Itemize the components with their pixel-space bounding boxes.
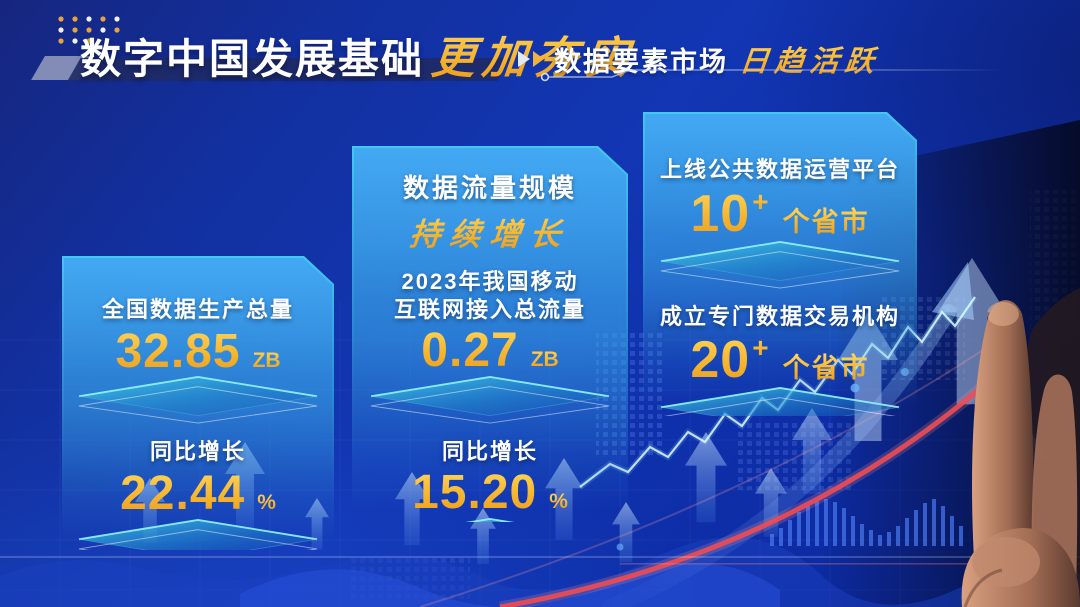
card-title: 数据流量规模 — [402, 173, 577, 203]
card-data-market: 上线公共数据运营平台 10+个省市 成立专门数据交易机构 20+个省市 — [643, 112, 917, 418]
stat-number: 22.44 — [120, 466, 246, 520]
stat-value: 15.20% — [354, 469, 626, 518]
chevron-right-icon — [533, 51, 544, 67]
stat-value: 20+ 个省市 — [645, 334, 915, 387]
platform-decoration — [367, 374, 613, 426]
card-data-production: 全国数据生产总量 32.85 ZB 同比增长 22.44% — [62, 256, 334, 552]
stat-unit: ZB — [530, 348, 559, 371]
stat-public-data-platforms: 上线公共数据运营平台 10+ 个省市 — [645, 156, 915, 291]
stat-number: 15.20 — [412, 466, 538, 520]
plus-sign: + — [752, 185, 769, 217]
stat-output-growth: 同比增长 22.44% — [64, 438, 332, 568]
stat-label: 上线公共数据运营平台 — [659, 157, 900, 182]
stat-number: 32.85 — [115, 324, 241, 378]
stat-unit: % — [257, 490, 276, 514]
stat-national-data-output: 全国数据生产总量 32.85 ZB — [64, 296, 332, 426]
stat-label-line1: 2023年我国移动 — [401, 269, 579, 294]
stat-unit: 个省市 — [782, 353, 870, 384]
stat-label-line2: 互联网接入总流量 — [393, 296, 586, 322]
stat-label: 同比增长 — [441, 438, 538, 464]
light-streak — [0, 556, 1080, 558]
chevron-right-icon — [518, 51, 530, 67]
stat-number: 10 — [690, 184, 751, 243]
header-underline — [540, 69, 1004, 82]
subtitle-row: 数据要素市场 日趋活跃 — [518, 38, 881, 80]
stat-value: 32.85 ZB — [64, 328, 332, 377]
stat-label: 全国数据生产总量 — [101, 297, 294, 322]
waveform-bars — [770, 499, 963, 546]
stat-label: 同比增长 — [149, 439, 246, 465]
red-streak — [620, 563, 1080, 565]
hand-pointer-image — [961, 288, 1080, 607]
stat-number: 0.27 — [421, 324, 519, 377]
platform-decoration — [75, 374, 321, 426]
stat-value: 10+个省市 — [645, 188, 915, 241]
page-title: 数字中国发展基础 — [80, 36, 424, 82]
red-trend-arrow — [419, 331, 1016, 607]
stat-mobile-internet-traffic: 2023年我国移动 互联网接入总流量 0.27 ZB — [354, 268, 626, 426]
stat-data-exchange-institutions: 成立专门数据交易机构 20+ 个省市 — [645, 303, 915, 438]
card-title-accent: 持续增长 — [408, 209, 573, 254]
stat-unit: 个省市 — [782, 206, 870, 237]
stat-number: 20 — [690, 331, 751, 390]
platform-decoration — [657, 239, 903, 291]
dots-grid-icon — [58, 16, 120, 44]
stat-unit: % — [549, 490, 568, 514]
stat-unit: ZB — [252, 348, 281, 372]
page-subtitle: 数据要素市场 — [554, 46, 728, 77]
stat-value: 0.27 ZB — [354, 327, 626, 376]
stat-traffic-growth: 同比增长 15.20% — [354, 438, 626, 568]
stat-label: 成立专门数据交易机构 — [659, 303, 900, 329]
stat-value: 22.44% — [64, 470, 332, 519]
wave-shape — [0, 537, 1080, 607]
card-data-traffic: 数据流量规模 持续增长 2023年我国移动 互联网接入总流量 0.27 ZB 同比… — [352, 146, 628, 524]
header: 数字中国发展基础 更加夯实 数据要素市场 日趋活跃 — [0, 0, 1080, 100]
plus-sign: + — [752, 332, 769, 364]
